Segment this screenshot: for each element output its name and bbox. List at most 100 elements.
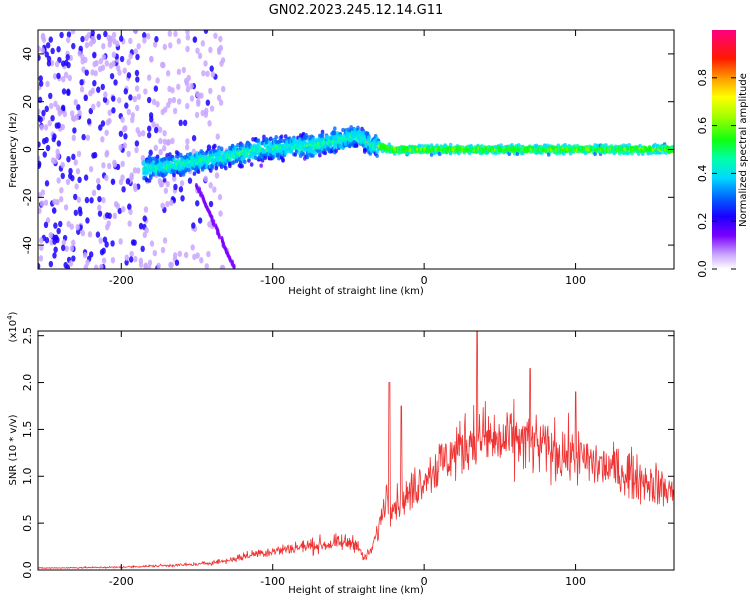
noise-cell [111, 95, 116, 102]
noise-cell [194, 111, 200, 119]
noise-cell [138, 222, 144, 230]
noise-cell [81, 133, 86, 141]
noise-cell [97, 210, 103, 217]
noise-cell [48, 231, 54, 239]
noise-cell [70, 30, 76, 35]
noise-cell [105, 119, 111, 126]
ridge-cell [318, 153, 322, 158]
y-tick-label: 0.5 [21, 514, 34, 532]
noise-cell [171, 96, 177, 104]
noise-cell [73, 99, 78, 106]
noise-cell [136, 43, 141, 50]
ridge-cell [375, 153, 379, 159]
ridge-cell [279, 134, 284, 139]
noise-cell [67, 74, 72, 82]
noise-cell [101, 247, 106, 255]
ridge-cell [670, 144, 674, 150]
noise-cell [216, 48, 222, 56]
noise-cell [218, 35, 223, 43]
noise-cell [140, 245, 145, 253]
noise-cell [45, 144, 51, 152]
noise-cell [38, 75, 43, 82]
noise-cell [134, 69, 140, 77]
noise-cell [136, 167, 141, 174]
ridge-cell [184, 167, 189, 172]
noise-cell [157, 177, 163, 185]
noise-cell [109, 72, 115, 80]
noise-cell [90, 87, 96, 95]
ridge-cell [223, 165, 228, 171]
ridge-cell [240, 142, 244, 148]
noise-cell [176, 38, 181, 45]
noise-cell [160, 61, 165, 69]
noise-cell [217, 193, 223, 201]
ridge-cell [437, 151, 442, 157]
noise-cell [210, 71, 216, 78]
noise-cell [58, 196, 64, 203]
noise-cell [42, 151, 47, 158]
noise-cell [43, 199, 49, 206]
noise-cell [97, 65, 103, 73]
noise-cell [38, 255, 44, 262]
noise-cell [212, 186, 217, 193]
ridge-cell [333, 126, 337, 131]
noise-cell [100, 136, 105, 143]
noise-cell [50, 47, 55, 55]
noise-cell [132, 167, 138, 174]
ridge-cell [512, 151, 517, 156]
noise-cell [79, 79, 84, 86]
noise-cell [96, 183, 101, 191]
noise-cell [177, 250, 182, 257]
colorbar-tick-label: 0.0 [696, 260, 709, 278]
noise-cell [153, 126, 159, 134]
x-tick-label: -100 [260, 274, 285, 287]
spectrogram-x-ticks: -200 -100 0 100 [109, 30, 586, 287]
noise-cell [87, 231, 93, 238]
noise-cell [82, 251, 88, 259]
noise-cell [54, 60, 60, 68]
noise-cell [45, 217, 51, 224]
noise-cell [149, 55, 154, 63]
ridge-cell [180, 157, 184, 162]
noise-cell [99, 263, 104, 269]
noise-cell [185, 102, 190, 110]
ridge-cell [309, 145, 314, 150]
noise-cell [97, 195, 102, 203]
noise-cell [43, 124, 49, 131]
noise-cell [126, 72, 132, 79]
noise-cell [66, 31, 72, 38]
noise-cell [132, 183, 138, 190]
noise-cell [179, 180, 185, 187]
noise-cell [107, 37, 113, 44]
noise-cell [52, 133, 57, 140]
noise-cell [55, 104, 61, 111]
ridge-cell [274, 135, 278, 140]
noise-cell [216, 94, 222, 102]
noise-cell [39, 200, 45, 207]
ridge-cell [213, 143, 217, 149]
noise-cell [40, 47, 45, 54]
noise-cell [118, 130, 124, 137]
noise-cell [38, 237, 44, 244]
noise-cell [77, 206, 83, 213]
noise-cell [172, 107, 178, 115]
ridge-cell [283, 134, 288, 139]
noise-cell [190, 244, 195, 251]
noise-cell [59, 187, 64, 194]
noise-cell [195, 90, 200, 98]
noise-cell [101, 54, 107, 61]
noise-cell [71, 134, 76, 142]
noise-cell [208, 87, 213, 95]
noise-cell [142, 231, 147, 239]
noise-cell [83, 94, 88, 102]
noise-cell [124, 102, 129, 109]
noise-cell [104, 149, 110, 157]
noise-cell [69, 110, 75, 117]
noise-cell [110, 256, 116, 264]
noise-cell [39, 124, 44, 131]
noise-cell [151, 121, 156, 128]
ridge-cell [228, 161, 232, 167]
ridge-cell [417, 143, 422, 148]
noise-cell [165, 180, 170, 188]
